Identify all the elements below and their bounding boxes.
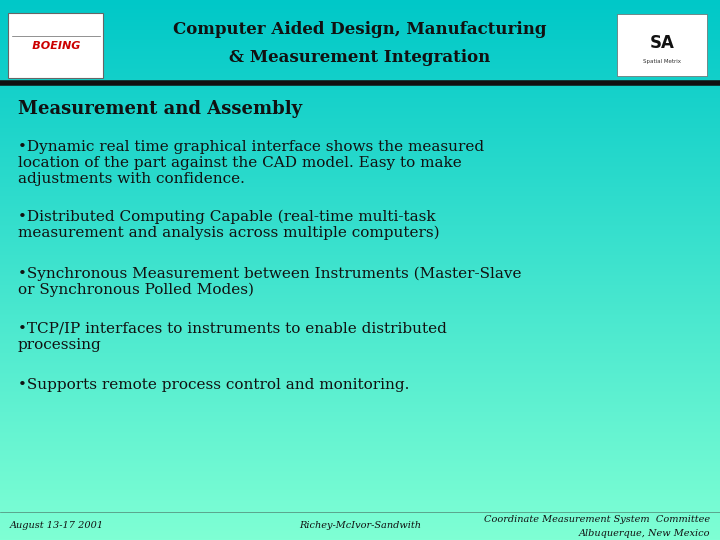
Text: •Distributed Computing Capable (real-time multi-task: •Distributed Computing Capable (real-tim… — [18, 210, 436, 225]
Text: BOEING: BOEING — [30, 41, 80, 51]
Text: processing: processing — [18, 338, 102, 352]
Bar — [8, 13, 103, 78]
Text: •Supports remote process control and monitoring.: •Supports remote process control and mon… — [18, 378, 410, 392]
Text: •Synchronous Measurement between Instruments (Master-Slave: •Synchronous Measurement between Instrum… — [18, 267, 521, 281]
Text: measurement and analysis across multiple computers): measurement and analysis across multiple… — [18, 226, 440, 240]
Text: August 13-17 2001: August 13-17 2001 — [10, 522, 104, 530]
Text: Albuquerque, New Mexico: Albuquerque, New Mexico — [578, 529, 710, 537]
Text: Measurement and Assembly: Measurement and Assembly — [18, 100, 302, 118]
Text: Richey-McIvor-Sandwith: Richey-McIvor-Sandwith — [299, 522, 421, 530]
Text: SA: SA — [649, 34, 675, 52]
Text: •TCP/IP interfaces to instruments to enable distributed: •TCP/IP interfaces to instruments to ena… — [18, 322, 447, 336]
Text: Spatial Metrix: Spatial Metrix — [643, 59, 681, 64]
Text: Coordinate Measurement System  Committee: Coordinate Measurement System Committee — [484, 516, 710, 524]
Text: •Dynamic real time graphical interface shows the measured: •Dynamic real time graphical interface s… — [18, 140, 484, 154]
Text: adjustments with confidence.: adjustments with confidence. — [18, 172, 245, 186]
Text: Computer Aided Design, Manufacturing: Computer Aided Design, Manufacturing — [174, 22, 546, 38]
Bar — [617, 14, 707, 76]
Text: location of the part against the CAD model. Easy to make: location of the part against the CAD mod… — [18, 156, 462, 170]
Text: or Synchronous Polled Modes): or Synchronous Polled Modes) — [18, 283, 254, 298]
Text: & Measurement Integration: & Measurement Integration — [230, 50, 490, 66]
